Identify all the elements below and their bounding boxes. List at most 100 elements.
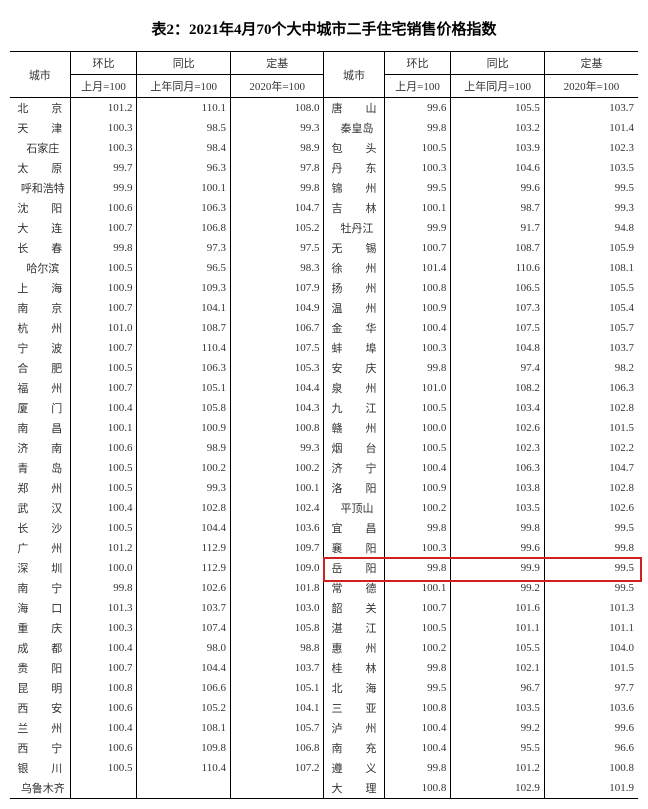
value-cell: 106.3 <box>451 458 545 478</box>
value-cell: 98.7 <box>451 198 545 218</box>
value-cell: 98.9 <box>137 438 231 458</box>
table-row: 贵 阳100.7104.4103.7桂 林99.8102.1101.5 <box>10 658 638 678</box>
value-cell: 105.8 <box>230 618 324 638</box>
city-cell: 扬 州 <box>324 278 384 298</box>
city-cell: 海 口 <box>10 598 70 618</box>
city-cell: 西 宁 <box>10 738 70 758</box>
value-cell <box>70 778 137 799</box>
value-cell: 101.6 <box>451 598 545 618</box>
value-cell: 91.7 <box>451 218 545 238</box>
table-row: 大 连100.7106.8105.2牡丹江99.991.794.8 <box>10 218 638 238</box>
value-cell: 102.6 <box>137 578 231 598</box>
value-cell: 100.9 <box>137 418 231 438</box>
value-cell: 101.5 <box>544 658 638 678</box>
subheader-s3-1: 2020年=100 <box>230 75 324 98</box>
city-cell: 襄 阳 <box>324 538 384 558</box>
value-cell: 100.1 <box>384 578 451 598</box>
city-cell: 武 汉 <box>10 498 70 518</box>
table-body: 北 京101.2110.1108.0唐 山99.6105.5103.7天 津10… <box>10 98 638 799</box>
value-cell: 102.8 <box>544 478 638 498</box>
value-cell: 96.6 <box>544 738 638 758</box>
table-row: 昆 明100.8106.6105.1北 海99.596.797.7 <box>10 678 638 698</box>
value-cell: 100.5 <box>70 758 137 778</box>
value-cell: 104.4 <box>137 658 231 678</box>
value-cell: 106.8 <box>230 738 324 758</box>
value-cell: 99.8 <box>384 758 451 778</box>
value-cell: 100.3 <box>384 338 451 358</box>
value-cell: 100.1 <box>384 198 451 218</box>
city-cell: 三 亚 <box>324 698 384 718</box>
header-tongbi-1: 同比 <box>137 52 231 75</box>
value-cell: 100.5 <box>70 458 137 478</box>
value-cell: 99.5 <box>384 178 451 198</box>
city-cell: 秦皇岛 <box>324 118 384 138</box>
value-cell: 94.8 <box>544 218 638 238</box>
value-cell: 101.3 <box>544 598 638 618</box>
city-cell: 锦 州 <box>324 178 384 198</box>
value-cell: 102.1 <box>451 658 545 678</box>
value-cell: 100.5 <box>384 618 451 638</box>
value-cell: 105.5 <box>451 98 545 119</box>
value-cell: 100.1 <box>137 178 231 198</box>
city-cell: 洛 阳 <box>324 478 384 498</box>
value-cell: 100.6 <box>70 198 137 218</box>
value-cell: 104.3 <box>230 398 324 418</box>
city-cell: 湛 江 <box>324 618 384 638</box>
value-cell: 100.4 <box>70 498 137 518</box>
value-cell: 100.3 <box>384 538 451 558</box>
value-cell: 100.8 <box>544 758 638 778</box>
value-cell: 96.3 <box>137 158 231 178</box>
value-cell: 98.0 <box>137 638 231 658</box>
value-cell: 100.4 <box>384 738 451 758</box>
value-cell: 97.7 <box>544 678 638 698</box>
value-cell: 98.3 <box>230 258 324 278</box>
city-cell: 岳 阳 <box>324 558 384 578</box>
value-cell: 105.9 <box>544 238 638 258</box>
table-row: 南 昌100.1100.9100.8赣 州100.0102.6101.5 <box>10 418 638 438</box>
city-cell: 安 庆 <box>324 358 384 378</box>
value-cell: 109.8 <box>137 738 231 758</box>
value-cell: 99.5 <box>544 178 638 198</box>
value-cell: 99.8 <box>384 118 451 138</box>
value-cell: 104.4 <box>230 378 324 398</box>
value-cell: 100.8 <box>70 678 137 698</box>
value-cell: 101.5 <box>544 418 638 438</box>
value-cell: 100.5 <box>384 438 451 458</box>
value-cell: 96.5 <box>137 258 231 278</box>
value-cell: 104.1 <box>230 698 324 718</box>
value-cell: 109.7 <box>230 538 324 558</box>
value-cell: 100.5 <box>70 478 137 498</box>
value-cell: 112.9 <box>137 538 231 558</box>
value-cell: 103.6 <box>544 698 638 718</box>
value-cell: 107.3 <box>451 298 545 318</box>
value-cell: 99.3 <box>137 478 231 498</box>
value-cell: 100.6 <box>70 438 137 458</box>
city-cell: 长 沙 <box>10 518 70 538</box>
value-cell: 103.7 <box>230 658 324 678</box>
value-cell: 100.8 <box>384 778 451 799</box>
table-row: 长 春99.897.397.5无 锡100.7108.7105.9 <box>10 238 638 258</box>
city-cell: 温 州 <box>324 298 384 318</box>
value-cell: 103.5 <box>451 698 545 718</box>
value-cell: 101.9 <box>544 778 638 799</box>
value-cell: 104.9 <box>230 298 324 318</box>
table-row: 青 岛100.5100.2100.2济 宁100.4106.3104.7 <box>10 458 638 478</box>
table-row: 重 庆100.3107.4105.8湛 江100.5101.1101.1 <box>10 618 638 638</box>
value-cell: 100.3 <box>384 158 451 178</box>
table-row: 南 京100.7104.1104.9温 州100.9107.3105.4 <box>10 298 638 318</box>
city-cell: 成 都 <box>10 638 70 658</box>
city-cell: 杭 州 <box>10 318 70 338</box>
city-cell: 长 春 <box>10 238 70 258</box>
value-cell: 98.9 <box>230 138 324 158</box>
value-cell: 101.2 <box>70 98 137 119</box>
value-cell: 100.7 <box>384 598 451 618</box>
city-cell: 惠 州 <box>324 638 384 658</box>
value-cell: 103.9 <box>451 138 545 158</box>
table-row: 海 口101.3103.7103.0韶 关100.7101.6101.3 <box>10 598 638 618</box>
value-cell: 104.4 <box>137 518 231 538</box>
value-cell: 99.9 <box>70 178 137 198</box>
city-cell: 南 昌 <box>10 418 70 438</box>
value-cell: 101.1 <box>451 618 545 638</box>
city-cell: 乌鲁木齐 <box>10 778 70 799</box>
city-cell: 贵 阳 <box>10 658 70 678</box>
